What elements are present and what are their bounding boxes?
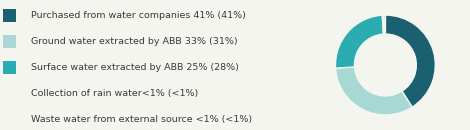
Bar bbox=[3, 35, 16, 48]
Text: Surface water extracted by ABB 25% (28%): Surface water extracted by ABB 25% (28%) bbox=[31, 63, 239, 72]
Text: Waste water from external source <1% (<1%): Waste water from external source <1% (<1… bbox=[31, 115, 252, 124]
Wedge shape bbox=[385, 15, 435, 107]
Wedge shape bbox=[336, 67, 412, 115]
Text: Collection of rain water<1% (<1%): Collection of rain water<1% (<1%) bbox=[31, 89, 198, 98]
Text: Ground water extracted by ABB 33% (31%): Ground water extracted by ABB 33% (31%) bbox=[31, 37, 238, 46]
Wedge shape bbox=[382, 15, 384, 34]
Bar bbox=[3, 9, 16, 22]
Wedge shape bbox=[384, 15, 385, 34]
Bar bbox=[3, 61, 16, 74]
Wedge shape bbox=[336, 15, 384, 68]
Text: Purchased from water companies 41% (41%): Purchased from water companies 41% (41%) bbox=[31, 11, 246, 20]
